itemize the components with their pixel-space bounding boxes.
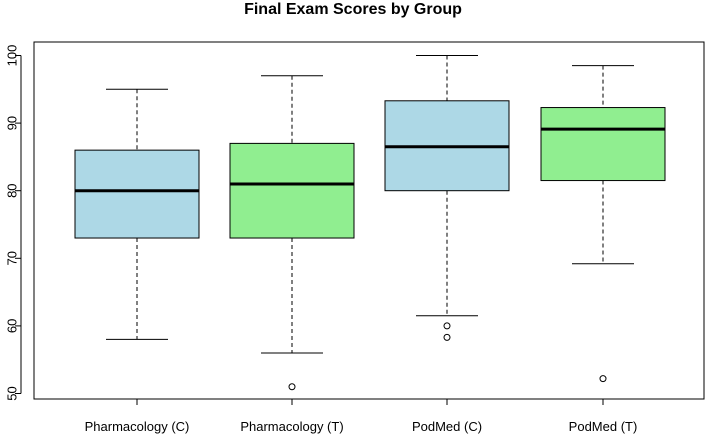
box-group <box>229 75 355 391</box>
y-tick-label: 80 <box>4 183 19 197</box>
chart-title: Final Exam Scores by Group <box>244 1 462 18</box>
outlier-point <box>443 322 451 330</box>
y-tick-label: 90 <box>4 116 19 130</box>
outlier-point <box>443 333 451 341</box>
boxes-layer <box>74 55 666 391</box>
box-group <box>384 55 510 341</box>
y-tick-label: 50 <box>4 386 19 400</box>
plot-frame <box>33 41 705 400</box>
outlier-point <box>599 375 607 383</box>
iqr-box <box>540 107 666 182</box>
x-axis: Pharmacology (C) Pharmacology (T) PodMed (… <box>85 399 638 434</box>
y-tick-label: 70 <box>4 251 19 265</box>
y-axis: 50 60 70 80 90 100 <box>4 45 21 401</box>
outlier-point <box>288 383 296 391</box>
box-group <box>540 65 666 383</box>
iqr-box <box>229 142 355 239</box>
x-tick-label: Pharmacology (T) <box>240 419 343 434</box>
x-tick-label: PodMed (T) <box>569 419 638 434</box>
x-tick-label: PodMed (C) <box>412 419 482 434</box>
x-tick-label: Pharmacology (C) <box>85 419 190 434</box>
iqr-box <box>74 149 200 239</box>
box-group <box>74 88 200 340</box>
y-tick-label: 100 <box>4 45 19 67</box>
y-tick-label: 60 <box>4 319 19 333</box>
